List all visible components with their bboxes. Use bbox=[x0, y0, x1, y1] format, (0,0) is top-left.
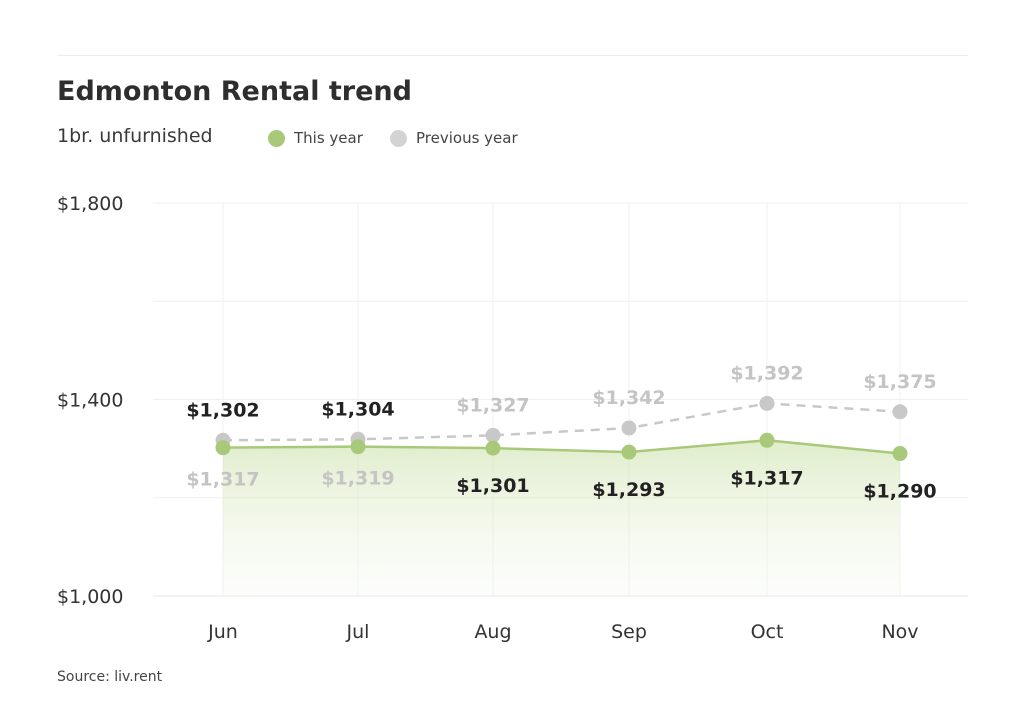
x-tick-label: Jun bbox=[207, 621, 238, 643]
this-year-point bbox=[350, 439, 366, 455]
previous-year-data-label: $1,392 bbox=[730, 362, 803, 384]
this-year-area bbox=[223, 440, 900, 596]
previous-year-point bbox=[892, 404, 908, 420]
legend-item-previous-year: Previous year bbox=[390, 126, 518, 150]
this-year-data-label: $1,302 bbox=[186, 399, 259, 421]
legend-item-this-year: This year bbox=[268, 126, 363, 150]
y-tick-label: $1,400 bbox=[57, 390, 123, 412]
previous-year-data-label: $1,319 bbox=[321, 468, 394, 490]
top-divider bbox=[57, 55, 968, 56]
previous-year-point bbox=[485, 427, 501, 443]
legend-label-previous-year: Previous year bbox=[416, 129, 518, 147]
previous-year-point bbox=[621, 420, 637, 436]
legend-label-this-year: This year bbox=[294, 129, 363, 147]
previous-year-point bbox=[759, 395, 775, 411]
previous-year-data-label: $1,342 bbox=[592, 387, 665, 409]
this-year-data-label: $1,317 bbox=[730, 467, 803, 489]
previous-year-line bbox=[222, 402, 901, 442]
x-tick-label: Oct bbox=[751, 621, 784, 643]
legend-dot-icon bbox=[390, 129, 407, 147]
source-note: Source: liv.rent bbox=[57, 669, 163, 685]
this-year-point bbox=[892, 446, 908, 462]
this-year-point bbox=[215, 440, 231, 456]
previous-year-data-label: $1,327 bbox=[456, 394, 529, 416]
x-tick-label: Aug bbox=[474, 621, 511, 643]
legend-dot-icon bbox=[268, 129, 285, 147]
this-year-point bbox=[485, 440, 501, 456]
previous-year-data-label: $1,317 bbox=[186, 469, 259, 491]
y-tick-label: $1,800 bbox=[57, 193, 123, 215]
this-year-line bbox=[222, 439, 901, 455]
chart-subtitle: 1br. unfurnished bbox=[57, 125, 213, 147]
x-tick-label: Sep bbox=[611, 621, 647, 643]
this-year-data-label: $1,304 bbox=[321, 398, 394, 420]
this-year-point bbox=[759, 432, 775, 448]
x-tick-label: Nov bbox=[881, 621, 918, 643]
this-year-data-label: $1,301 bbox=[456, 475, 529, 497]
previous-year-data-label: $1,375 bbox=[863, 371, 936, 393]
x-tick-label: Jul bbox=[346, 621, 370, 643]
this-year-data-label: $1,293 bbox=[592, 479, 665, 501]
chart-title: Edmonton Rental trend bbox=[57, 76, 412, 107]
y-tick-label: $1,000 bbox=[57, 586, 123, 608]
this-year-data-label: $1,290 bbox=[863, 481, 936, 503]
this-year-point bbox=[621, 444, 637, 460]
